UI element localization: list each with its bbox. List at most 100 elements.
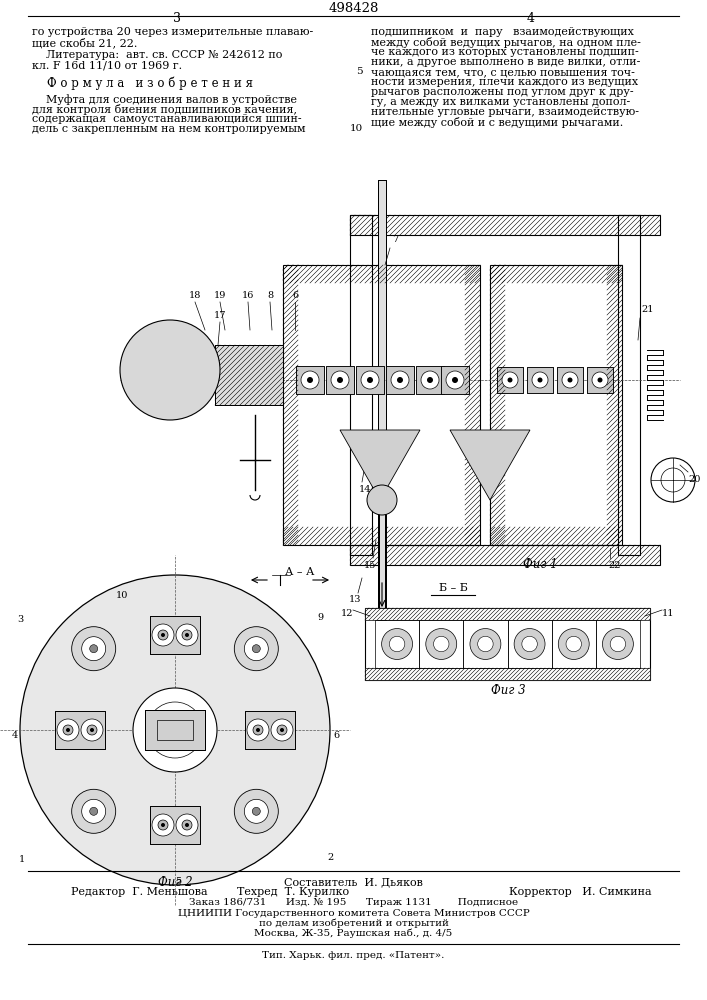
Circle shape: [90, 728, 94, 732]
Circle shape: [427, 377, 433, 383]
Circle shape: [514, 629, 545, 659]
Text: кл. F 16d 11/10 от 1969 г.: кл. F 16d 11/10 от 1969 г.: [32, 60, 182, 70]
Circle shape: [566, 636, 581, 652]
Bar: [557, 367, 583, 393]
Circle shape: [502, 372, 518, 388]
Bar: [350, 545, 660, 565]
Text: ники, а другое выполнено в виде вилки, отли-: ники, а другое выполнено в виде вилки, о…: [371, 57, 641, 67]
Circle shape: [478, 636, 493, 652]
Bar: [365, 668, 650, 680]
Text: Фиг 3: Фиг 3: [491, 684, 525, 696]
Bar: [557, 367, 583, 393]
Bar: [150, 616, 200, 654]
Bar: [508, 620, 551, 668]
Bar: [527, 367, 553, 393]
Circle shape: [71, 789, 116, 833]
Bar: [296, 366, 324, 394]
Bar: [490, 265, 622, 545]
Bar: [618, 215, 640, 555]
Bar: [365, 608, 650, 680]
Circle shape: [87, 725, 97, 735]
Circle shape: [176, 814, 198, 836]
Text: Заказ 186/731      Изд. № 195      Тираж 1131        Подписное: Заказ 186/731 Изд. № 195 Тираж 1131 Подп…: [189, 898, 518, 907]
Text: 15: 15: [364, 560, 376, 570]
Text: Б – Б: Б – Б: [438, 583, 467, 593]
Text: 6: 6: [333, 730, 339, 740]
Text: А – А: А – А: [286, 567, 315, 577]
Circle shape: [63, 725, 73, 735]
Circle shape: [245, 799, 269, 823]
Circle shape: [271, 719, 293, 741]
Text: Фиг 1: Фиг 1: [522, 558, 557, 572]
Bar: [527, 367, 553, 393]
Circle shape: [367, 485, 397, 515]
Bar: [215, 345, 283, 405]
Bar: [587, 367, 613, 393]
Circle shape: [253, 725, 263, 735]
Bar: [157, 720, 193, 740]
Text: 1: 1: [19, 856, 25, 864]
Circle shape: [610, 636, 626, 652]
Circle shape: [397, 377, 403, 383]
Circle shape: [152, 624, 174, 646]
Bar: [55, 711, 105, 749]
Text: че каждого из которых установлены подшип-: че каждого из которых установлены подшип…: [371, 47, 639, 57]
Circle shape: [82, 637, 105, 661]
Text: 4: 4: [12, 730, 18, 740]
Circle shape: [247, 719, 269, 741]
Bar: [283, 265, 480, 545]
Text: рычагов расположены под углом друг к дру-: рычагов расположены под углом друг к дру…: [371, 87, 633, 97]
Text: щие между собой и с ведущими рычагами.: щие между собой и с ведущими рычагами.: [371, 117, 624, 128]
Circle shape: [597, 377, 602, 382]
Text: щие скобы 21, 22.: щие скобы 21, 22.: [32, 37, 137, 48]
Text: 16: 16: [242, 290, 255, 300]
Text: 21: 21: [642, 306, 654, 314]
Circle shape: [337, 377, 343, 383]
Circle shape: [152, 814, 174, 836]
Circle shape: [81, 719, 103, 741]
Circle shape: [245, 637, 269, 661]
Text: 10: 10: [349, 124, 363, 133]
Bar: [419, 620, 463, 668]
Bar: [350, 215, 372, 555]
Text: 2: 2: [327, 854, 333, 862]
Text: по делам изобретений и открытий: по делам изобретений и открытий: [259, 919, 448, 928]
Text: Корректор   И. Симкина: Корректор И. Симкина: [509, 887, 652, 897]
Bar: [55, 711, 105, 749]
Text: 18: 18: [189, 290, 201, 300]
Text: Фиг 2: Фиг 2: [158, 876, 192, 888]
Text: 20: 20: [689, 476, 701, 485]
Circle shape: [426, 629, 457, 659]
Bar: [245, 711, 295, 749]
Circle shape: [120, 320, 220, 420]
Circle shape: [182, 630, 192, 640]
Text: ности измерения, плечи каждого из ведущих: ности измерения, плечи каждого из ведущи…: [371, 77, 638, 87]
Text: Литература:  авт. св. СССР № 242612 по: Литература: авт. св. СССР № 242612 по: [32, 50, 282, 60]
Circle shape: [82, 799, 105, 823]
Polygon shape: [450, 430, 530, 500]
Text: 4: 4: [526, 12, 534, 25]
Circle shape: [446, 371, 464, 389]
Circle shape: [161, 633, 165, 637]
Text: Редактор  Г. Меньшова: Редактор Г. Меньшова: [71, 887, 207, 897]
Bar: [378, 180, 386, 620]
Bar: [375, 620, 419, 668]
Bar: [386, 366, 414, 394]
Bar: [379, 490, 385, 620]
Text: 6: 6: [292, 290, 298, 300]
Text: 3: 3: [173, 12, 181, 25]
Text: Москва, Ж-35, Раушская наб., д. 4/5: Москва, Ж-35, Раушская наб., д. 4/5: [255, 929, 452, 938]
Text: между собой ведущих рычагов, на одном пле-: между собой ведущих рычагов, на одном пл…: [371, 37, 641, 48]
Text: нительные угловые рычаги, взаимодействую-: нительные угловые рычаги, взаимодействую…: [371, 107, 639, 117]
Text: ЦНИИПИ Государственного комитета Совета Министров СССР: ЦНИИПИ Государственного комитета Совета …: [177, 909, 530, 918]
Circle shape: [433, 636, 449, 652]
Circle shape: [161, 823, 165, 827]
Circle shape: [522, 636, 537, 652]
Circle shape: [277, 725, 287, 735]
Text: 11: 11: [662, 608, 674, 617]
Text: го устройства 20 через измерительные плаваю-: го устройства 20 через измерительные пла…: [32, 27, 313, 37]
Circle shape: [252, 645, 260, 653]
Text: Муфта для соединения валов в устройстве: Муфта для соединения валов в устройстве: [32, 94, 297, 105]
Bar: [350, 215, 660, 235]
Bar: [587, 367, 613, 393]
